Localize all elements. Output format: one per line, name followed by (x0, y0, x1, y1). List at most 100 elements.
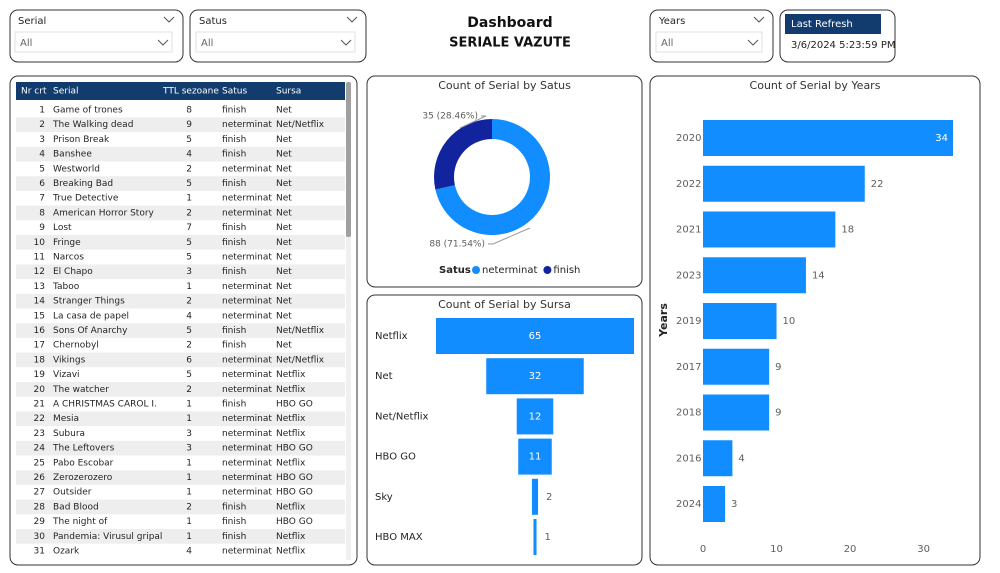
dropdown-chevron[interactable] (157, 39, 169, 46)
table-cell: finish (222, 106, 246, 116)
bar[interactable] (703, 394, 770, 431)
dropdown-box[interactable] (655, 31, 763, 53)
table-cell: Net (276, 223, 292, 233)
dropdown-box[interactable] (14, 31, 173, 53)
table-cell: neterminat (222, 164, 272, 174)
funnel-bar[interactable] (516, 398, 554, 435)
funnel-bar[interactable] (531, 478, 539, 515)
bar[interactable] (703, 165, 865, 202)
category-label: Net (375, 371, 393, 382)
dropdown-chevron[interactable] (747, 39, 759, 46)
bar[interactable] (703, 440, 733, 477)
dropdown-chevron[interactable] (753, 16, 765, 23)
table-cell: Sons Of Anarchy (53, 326, 128, 336)
bar[interactable] (703, 257, 806, 294)
table-cell: The Walking dead (52, 120, 133, 130)
row-stripe (16, 176, 345, 191)
table-cell: neterminat (222, 473, 272, 483)
legend-label[interactable]: neterminat (482, 265, 537, 276)
table-cell: 1 (186, 194, 192, 204)
table-cell: HBO GO (276, 488, 313, 498)
scrollbar-thumb[interactable] (346, 82, 351, 237)
x-tick-label: 20 (844, 544, 857, 555)
table-cell: 5 (186, 135, 192, 145)
chart-title: Count of Serial by Years (750, 79, 881, 92)
table-cell: Net (276, 282, 292, 292)
funnel-bar[interactable] (518, 438, 552, 475)
table-cell: 13 (34, 282, 45, 292)
legend-dot (472, 266, 480, 274)
column-header: TTL sezoane (162, 87, 219, 97)
funnel-bar[interactable] (486, 358, 584, 395)
table-cell: 24 (34, 444, 46, 454)
funnel-bar[interactable] (533, 519, 537, 555)
row-stripe (16, 440, 345, 456)
data-label: 2 (546, 492, 552, 503)
table-cell: neterminat (222, 311, 272, 321)
table-cell: 21 (34, 400, 45, 410)
table-cell: 28 (34, 502, 46, 512)
dashboard-subtitle: SERIALE VAZUTE (449, 36, 571, 51)
donut-slice[interactable] (435, 119, 550, 236)
table-cell: 7 (39, 194, 45, 204)
table-cell: 27 (34, 488, 45, 498)
table-cell: Net (276, 208, 292, 218)
category-label: Sky (375, 492, 393, 503)
column-header: Sursa (276, 87, 301, 97)
table-cell: Fringe (53, 238, 81, 248)
table-cell: Netflix (276, 370, 306, 380)
dropdown-chevron[interactable] (163, 16, 175, 23)
table-cell: neterminat (222, 253, 272, 263)
table-cell: 5 (186, 326, 192, 336)
row-stripe (16, 323, 345, 338)
dropdown-value: All (661, 38, 673, 49)
dropdown-chevron[interactable] (346, 16, 358, 23)
bar[interactable] (703, 348, 770, 385)
bar[interactable] (703, 486, 726, 522)
dropdown-chevron[interactable] (340, 39, 352, 46)
table-cell: 1 (186, 282, 192, 292)
table-cell: 14 (34, 297, 46, 307)
table-cell: 12 (34, 267, 45, 277)
donut-slice[interactable] (434, 119, 492, 190)
table-header (16, 82, 345, 100)
table-cell: 4 (186, 547, 192, 557)
table-cell: Prison Break (53, 135, 110, 145)
bar[interactable] (703, 303, 777, 339)
table-cell: True Detective (52, 194, 119, 204)
table-cell: 2 (186, 164, 192, 174)
legend-title: Satus (439, 265, 471, 276)
table-cell: Lost (53, 223, 72, 233)
data-label: 10 (783, 316, 796, 327)
table-cell: neterminat (222, 120, 272, 130)
bar[interactable] (703, 211, 836, 248)
table-cell: finish (222, 326, 246, 336)
filter-label: Satus (199, 16, 227, 27)
table-cell: 4 (186, 311, 192, 321)
y-axis-title: Years (657, 303, 670, 338)
table-cell: Taboo (52, 282, 80, 292)
dropdown-value: All (201, 38, 213, 49)
table-cell: 1 (186, 473, 192, 483)
legend-label[interactable]: finish (553, 265, 580, 276)
table-cell: Net (276, 253, 292, 263)
table-cell: 19 (34, 370, 46, 380)
table-cell: 1 (186, 400, 192, 410)
row-stripe (16, 205, 345, 221)
table-cell: Net/Netflix (276, 120, 325, 130)
table-cell: finish (222, 400, 246, 410)
table-cell: finish (222, 532, 246, 542)
table-cell: Netflix (276, 532, 306, 542)
funnel-bar[interactable] (436, 318, 634, 354)
table-cell: Net/Netflix (276, 355, 325, 365)
table-cell: Breaking Bad (53, 179, 113, 189)
x-tick-label: 10 (770, 544, 783, 555)
table-cell: 5 (186, 370, 192, 380)
table-cell: Vikings (53, 355, 86, 365)
bar[interactable] (703, 120, 953, 156)
table-cell: La casa de papel (53, 311, 129, 321)
table-cell: 4 (186, 150, 192, 160)
dropdown-box[interactable] (195, 31, 356, 53)
table-cell: finish (222, 341, 246, 351)
